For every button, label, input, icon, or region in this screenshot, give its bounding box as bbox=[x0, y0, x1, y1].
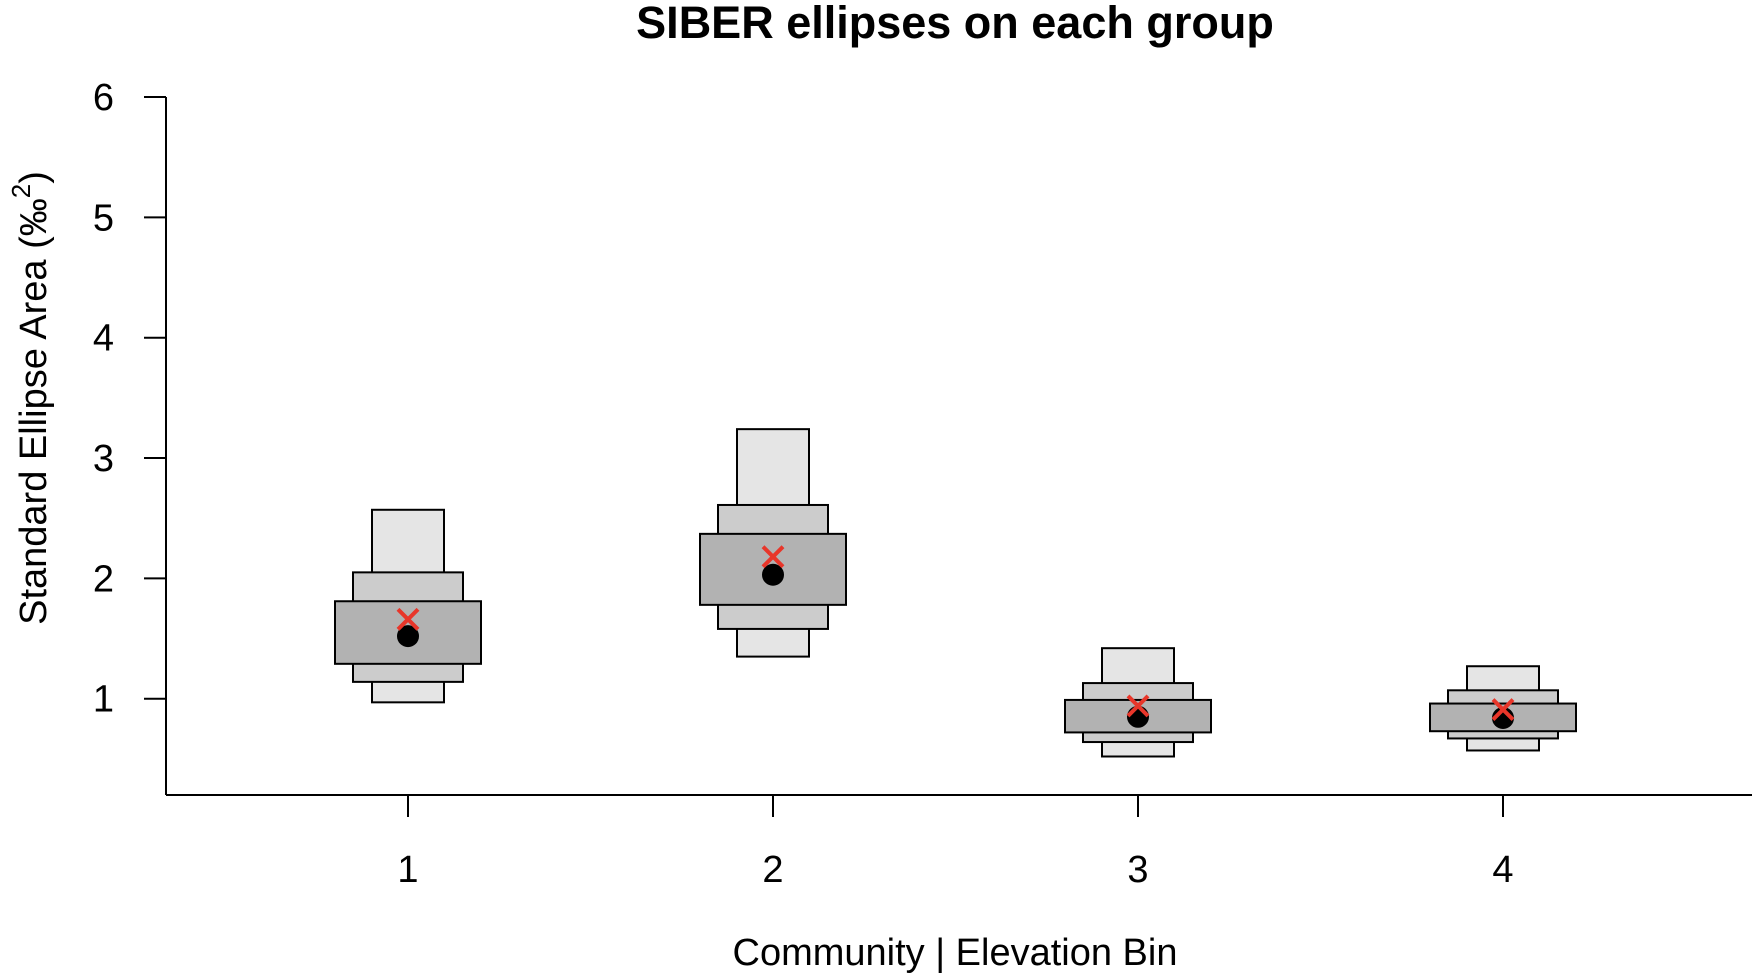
x-ticks: 1 2 3 4 bbox=[397, 795, 1514, 891]
group-3 bbox=[1064, 647, 1212, 758]
x-tick-label: 3 bbox=[1127, 849, 1148, 891]
x-tick-label: 1 bbox=[397, 849, 418, 891]
y-axis-label-close: ) bbox=[13, 171, 55, 184]
mean-marker bbox=[761, 545, 785, 569]
mode-point bbox=[397, 625, 419, 648]
mean-marker bbox=[1491, 698, 1515, 721]
y-ticks: 1 2 3 4 5 6 bbox=[93, 77, 166, 721]
group-4 bbox=[1429, 665, 1577, 752]
x-tick-label: 2 bbox=[762, 849, 783, 891]
plot-area bbox=[334, 428, 1577, 758]
y-axis-label-unit: ‰ bbox=[13, 198, 55, 236]
y-axis-label-sup: 2 bbox=[6, 184, 36, 198]
group-1 bbox=[334, 508, 482, 704]
mode-point bbox=[1127, 705, 1149, 728]
y-tick-label: 6 bbox=[93, 77, 114, 119]
x-axis-label: Community | Elevation Bin bbox=[733, 932, 1178, 974]
mean-marker bbox=[1126, 694, 1150, 718]
y-tick-label: 4 bbox=[93, 318, 114, 360]
group-2 bbox=[699, 428, 847, 658]
y-axis-label: Standard Ellipse Area (‰2) bbox=[6, 171, 55, 625]
y-tick-label: 2 bbox=[93, 558, 114, 600]
mean-marker bbox=[396, 607, 420, 631]
y-tick-label: 5 bbox=[93, 197, 114, 239]
y-tick-label: 3 bbox=[93, 438, 114, 480]
y-tick-label: 1 bbox=[93, 679, 114, 721]
credible-interval-box bbox=[334, 600, 482, 665]
chart-title: SIBER ellipses on each group bbox=[636, 0, 1274, 48]
x-tick-label: 4 bbox=[1492, 849, 1513, 891]
y-axis-label-main: Standard Ellipse Area ( bbox=[13, 236, 55, 625]
mode-point bbox=[762, 563, 784, 586]
